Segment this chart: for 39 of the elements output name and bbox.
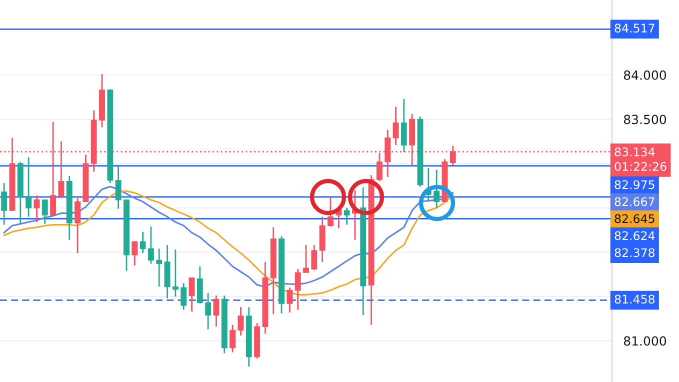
candlestick [148,226,154,264]
candlestick [311,244,318,271]
candlestick [328,196,334,228]
y-tick-label: 84.000 [624,70,666,80]
ref-line-label: 84.517 [614,24,654,33]
text: 82.645 [614,214,654,224]
candlestick [286,286,293,314]
y-tick-label: 83.500 [624,114,666,124]
candlestick [230,324,236,354]
ref-line-label: 81.458 [614,294,654,304]
candlestick [115,166,122,210]
ref-line-label: 82.624 [614,231,655,240]
candlestick [26,156,32,218]
candlestick [132,240,138,266]
candlestick [400,98,407,153]
candlestick [34,194,40,223]
legend-label: 82.378 [614,248,654,258]
candlestick [188,277,195,312]
candlestick [205,292,212,330]
candlestick [74,197,80,254]
candlestick [344,207,350,226]
candlestick [156,248,162,288]
candlestick [392,106,399,146]
candlestick [303,244,309,274]
ref-line-label: 82.975 [614,180,654,190]
candlestick [294,268,301,310]
text: 82.667 [614,197,654,206]
text: 01:22:26 [614,162,666,171]
candlestick [140,231,146,254]
candlestick [213,294,220,328]
candlestick [196,266,203,304]
candlestick [434,169,440,209]
candlestick [172,248,178,298]
y-tick-label: 81.000 [624,336,666,346]
candlestick [180,282,187,310]
candlestick [42,199,48,225]
candlestick [238,306,244,336]
candlestick [1,182,8,226]
ref-line-label: 83.134 [614,147,655,156]
